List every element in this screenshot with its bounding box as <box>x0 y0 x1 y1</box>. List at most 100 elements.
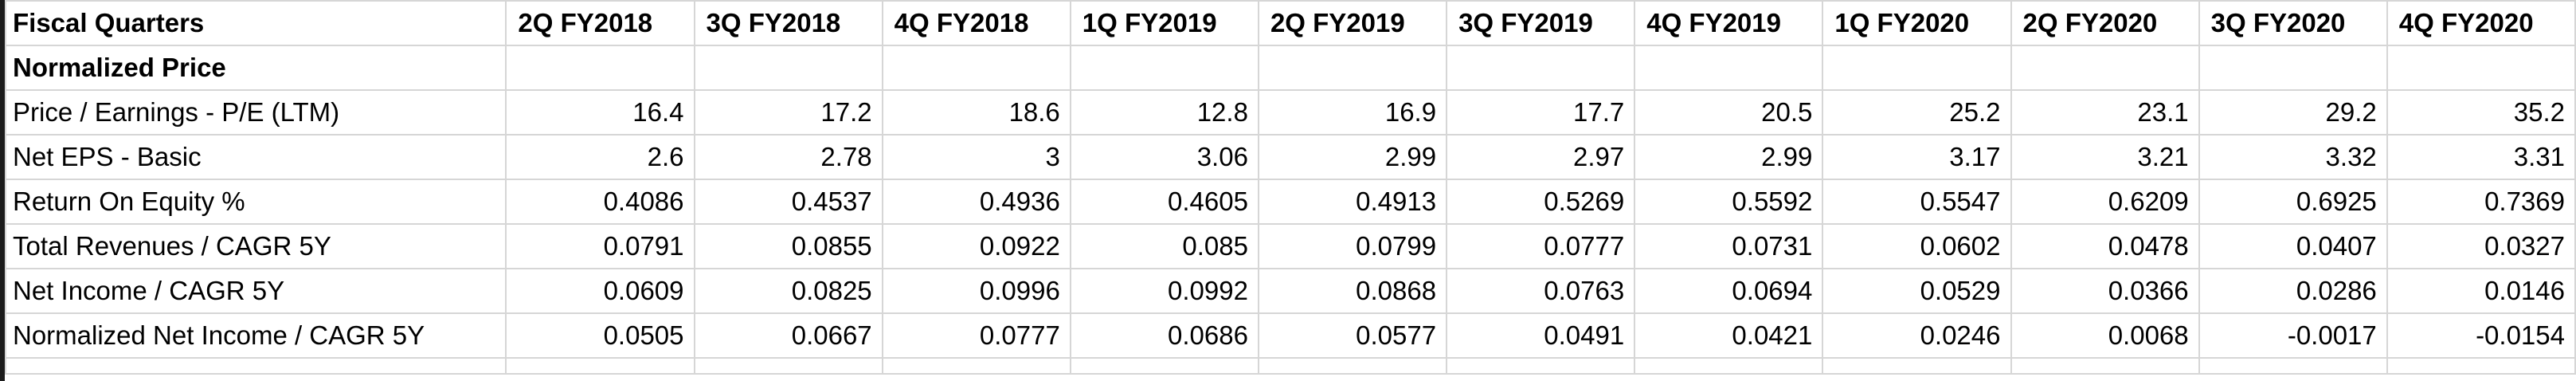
value-cell[interactable]: 0.5269 <box>1446 179 1636 225</box>
value-cell[interactable]: 3.17 <box>1822 134 2012 180</box>
header-cell-quarter[interactable]: 4Q FY2020 <box>2386 0 2576 46</box>
value-cell[interactable]: 0.0609 <box>505 268 695 314</box>
value-cell[interactable]: 3.21 <box>2010 134 2200 180</box>
value-cell[interactable]: 29.2 <box>2198 89 2388 136</box>
value-cell[interactable]: 23.1 <box>2010 89 2200 136</box>
empty-cell[interactable] <box>1446 357 1636 375</box>
header-cell-quarter[interactable]: 1Q FY2019 <box>1069 0 1259 46</box>
header-cell-quarter[interactable]: 3Q FY2020 <box>2198 0 2388 46</box>
value-cell[interactable]: 0.0577 <box>1257 312 1448 359</box>
value-cell[interactable]: 16.4 <box>505 89 695 136</box>
value-cell[interactable]: 0.0068 <box>2010 312 2200 359</box>
value-cell[interactable]: 0.0327 <box>2386 223 2576 269</box>
value-cell[interactable]: 0.0491 <box>1446 312 1636 359</box>
value-cell[interactable]: 0.0421 <box>1634 312 1824 359</box>
value-cell[interactable]: 0.0922 <box>881 223 1071 269</box>
header-cell-quarter[interactable]: 3Q FY2018 <box>693 0 883 46</box>
value-cell[interactable]: 0.0763 <box>1446 268 1636 314</box>
value-cell[interactable]: 2.78 <box>693 134 883 180</box>
value-cell[interactable]: 0.0407 <box>2198 223 2388 269</box>
header-cell-quarter[interactable]: 1Q FY2020 <box>1822 0 2012 46</box>
header-cell-quarter[interactable]: 2Q FY2020 <box>2010 0 2200 46</box>
value-cell[interactable]: 0.0505 <box>505 312 695 359</box>
value-cell[interactable]: 16.9 <box>1257 89 1448 136</box>
value-cell[interactable]: 0.0992 <box>1069 268 1259 314</box>
empty-cell[interactable] <box>2010 45 2200 91</box>
header-cell-quarter[interactable]: 3Q FY2019 <box>1446 0 1636 46</box>
empty-cell[interactable] <box>1822 357 2012 375</box>
value-cell[interactable]: 17.2 <box>693 89 883 136</box>
value-cell[interactable]: 0.0478 <box>2010 223 2200 269</box>
row-label-cell[interactable]: Total Revenues / CAGR 5Y <box>4 223 507 269</box>
empty-cell[interactable] <box>693 357 883 375</box>
empty-cell[interactable] <box>2386 45 2576 91</box>
row-label-cell[interactable]: Return On Equity % <box>4 179 507 225</box>
value-cell[interactable]: 0.4086 <box>505 179 695 225</box>
empty-cell[interactable] <box>4 357 507 375</box>
value-cell[interactable]: 2.99 <box>1634 134 1824 180</box>
empty-cell[interactable] <box>1257 357 1448 375</box>
value-cell[interactable]: 18.6 <box>881 89 1071 136</box>
value-cell[interactable]: 0.0286 <box>2198 268 2388 314</box>
header-cell-quarter[interactable]: 2Q FY2019 <box>1257 0 1448 46</box>
value-cell[interactable]: 12.8 <box>1069 89 1259 136</box>
row-label-cell[interactable]: Net Income / CAGR 5Y <box>4 268 507 314</box>
empty-cell[interactable] <box>2198 357 2388 375</box>
value-cell[interactable]: 0.0799 <box>1257 223 1448 269</box>
value-cell[interactable]: 0.0777 <box>1446 223 1636 269</box>
value-cell[interactable]: 2.6 <box>505 134 695 180</box>
empty-cell[interactable] <box>505 357 695 375</box>
value-cell[interactable]: 3.06 <box>1069 134 1259 180</box>
value-cell[interactable]: 0.0529 <box>1822 268 2012 314</box>
value-cell[interactable]: 0.0667 <box>693 312 883 359</box>
value-cell[interactable]: 2.99 <box>1257 134 1448 180</box>
section-cell-normalized-price[interactable]: Normalized Price <box>4 45 507 91</box>
value-cell[interactable]: -0.0154 <box>2386 312 2576 359</box>
value-cell[interactable]: 35.2 <box>2386 89 2576 136</box>
empty-cell[interactable] <box>2010 357 2200 375</box>
header-cell-quarter[interactable]: 2Q FY2018 <box>505 0 695 46</box>
header-cell-quarter[interactable]: 4Q FY2019 <box>1634 0 1824 46</box>
value-cell[interactable]: 0.5592 <box>1634 179 1824 225</box>
empty-cell[interactable] <box>1822 45 2012 91</box>
value-cell[interactable]: 0.0694 <box>1634 268 1824 314</box>
value-cell[interactable]: 0.6925 <box>2198 179 2388 225</box>
value-cell[interactable]: 0.0791 <box>505 223 695 269</box>
value-cell[interactable]: 0.0246 <box>1822 312 2012 359</box>
value-cell[interactable]: 0.4605 <box>1069 179 1259 225</box>
value-cell[interactable]: 0.4936 <box>881 179 1071 225</box>
empty-cell[interactable] <box>1634 45 1824 91</box>
value-cell[interactable]: 17.7 <box>1446 89 1636 136</box>
empty-cell[interactable] <box>505 45 695 91</box>
empty-cell[interactable] <box>2386 357 2576 375</box>
value-cell[interactable]: 0.0602 <box>1822 223 2012 269</box>
value-cell[interactable]: 0.0686 <box>1069 312 1259 359</box>
empty-cell[interactable] <box>1446 45 1636 91</box>
value-cell[interactable]: 0.4913 <box>1257 179 1448 225</box>
row-label-cell[interactable]: Net EPS - Basic <box>4 134 507 180</box>
value-cell[interactable]: 3 <box>881 134 1071 180</box>
value-cell[interactable]: 20.5 <box>1634 89 1824 136</box>
header-cell-quarter[interactable]: 4Q FY2018 <box>881 0 1071 46</box>
value-cell[interactable]: 0.0855 <box>693 223 883 269</box>
empty-cell[interactable] <box>2198 45 2388 91</box>
value-cell[interactable]: 0.0825 <box>693 268 883 314</box>
value-cell[interactable]: 25.2 <box>1822 89 2012 136</box>
value-cell[interactable]: 0.5547 <box>1822 179 2012 225</box>
value-cell[interactable]: 2.97 <box>1446 134 1636 180</box>
value-cell[interactable]: 0.0146 <box>2386 268 2576 314</box>
empty-cell[interactable] <box>1257 45 1448 91</box>
value-cell[interactable]: 0.0731 <box>1634 223 1824 269</box>
empty-cell[interactable] <box>881 357 1071 375</box>
header-cell-fiscal-quarters[interactable]: Fiscal Quarters <box>4 0 507 46</box>
value-cell[interactable]: 3.32 <box>2198 134 2388 180</box>
value-cell[interactable]: 0.085 <box>1069 223 1259 269</box>
value-cell[interactable]: 0.4537 <box>693 179 883 225</box>
value-cell[interactable]: 0.0868 <box>1257 268 1448 314</box>
value-cell[interactable]: 0.6209 <box>2010 179 2200 225</box>
row-label-cell[interactable]: Normalized Net Income / CAGR 5Y <box>4 312 507 359</box>
row-label-cell[interactable]: Price / Earnings - P/E (LTM) <box>4 89 507 136</box>
value-cell[interactable]: 0.0777 <box>881 312 1071 359</box>
value-cell[interactable]: 0.7369 <box>2386 179 2576 225</box>
empty-cell[interactable] <box>1069 357 1259 375</box>
